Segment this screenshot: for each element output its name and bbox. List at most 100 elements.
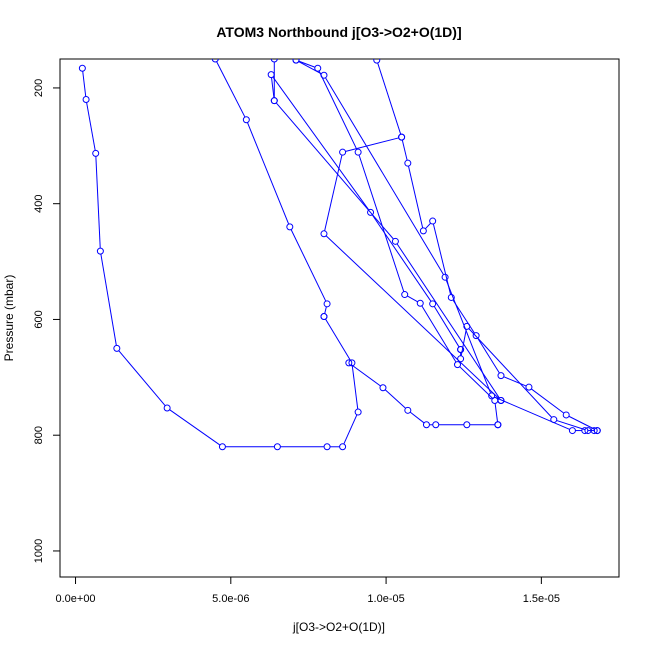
series-segment: [324, 155, 343, 231]
series-segment: [459, 366, 493, 399]
data-point: [267, 71, 275, 79]
x-tick-label: 1.5e-05: [523, 593, 560, 605]
data-point: [323, 300, 331, 308]
series-segment: [290, 229, 327, 302]
data-point: [497, 396, 505, 404]
series-segment: [425, 223, 431, 229]
series-4: [292, 59, 502, 429]
data-point: [463, 421, 471, 429]
series-segment: [494, 403, 498, 422]
data-point: [472, 332, 480, 340]
series-segment: [568, 415, 595, 430]
data-point: [404, 159, 412, 167]
data-point: [422, 421, 430, 429]
data-point: [96, 247, 104, 255]
x-tick-label: 1.0e-05: [367, 593, 404, 605]
data-point: [211, 59, 219, 63]
series-segment: [385, 389, 406, 409]
series-segment: [275, 102, 394, 240]
series-segment: [377, 63, 402, 135]
data-point: [401, 291, 409, 299]
series-segment: [95, 156, 101, 248]
series-segment: [325, 319, 351, 361]
data-point: [354, 148, 362, 156]
data-point: [92, 149, 100, 157]
series-7: [267, 59, 465, 354]
data-point: [320, 71, 328, 79]
data-point: [270, 59, 278, 63]
series-segment: [371, 214, 432, 302]
series-segment: [531, 388, 564, 414]
y-tick-label: 200: [33, 79, 45, 97]
series-segment: [325, 235, 500, 399]
data-point: [113, 344, 121, 352]
data-point: [391, 237, 399, 245]
series-10: [320, 133, 505, 404]
data-point: [429, 217, 437, 225]
x-axis-label: j[O3->O2+O(1D)]: [292, 620, 385, 634]
data-point: [273, 443, 281, 451]
series-segment: [503, 376, 527, 387]
data-point: [82, 96, 90, 104]
data-point: [463, 322, 471, 330]
series-1: [78, 64, 362, 451]
data-point: [494, 421, 502, 429]
x-axis: 0.0e+00 5.0e-06 1.0e-05 1.5e-05: [55, 576, 560, 605]
series-segment: [433, 306, 460, 348]
series-segment: [82, 71, 87, 97]
data-point: [292, 59, 300, 64]
series-segment: [216, 61, 246, 118]
series-segment: [494, 396, 570, 430]
data-point: [218, 443, 226, 451]
series-9: [270, 97, 505, 404]
series-segment: [408, 166, 424, 228]
data-point: [404, 406, 412, 414]
series-segment: [410, 411, 425, 424]
series-2: [211, 59, 331, 321]
data-point: [593, 427, 601, 435]
series-segment: [351, 365, 359, 409]
series-6: [373, 59, 601, 435]
series-segment: [358, 155, 405, 292]
series-segment: [345, 137, 399, 152]
series-segment: [169, 409, 221, 446]
data-point: [550, 416, 558, 424]
y-axis-label: Pressure (mbar): [2, 275, 16, 362]
data-point: [286, 223, 294, 231]
series-segment: [298, 61, 322, 75]
data-point: [454, 361, 462, 369]
data-point: [457, 346, 465, 354]
data-point: [339, 443, 347, 451]
data-point: [568, 427, 576, 435]
series-3: [345, 359, 502, 429]
data-point: [447, 293, 455, 301]
data-point: [323, 443, 331, 451]
series-segment: [452, 299, 475, 334]
y-tick-label: 400: [33, 195, 45, 213]
series-segment: [407, 295, 418, 303]
data-point: [320, 230, 328, 238]
series-8: [457, 322, 598, 435]
y-tick-label: 1000: [33, 539, 45, 563]
data-point: [270, 97, 278, 105]
series-segment: [477, 338, 500, 374]
data-point: [419, 227, 427, 235]
data-point: [429, 300, 437, 308]
data-point: [348, 359, 356, 367]
series-segment: [247, 122, 290, 225]
data-point: [354, 408, 362, 416]
data-point: [163, 404, 171, 412]
chart-title: ATOM3 Northbound j[O3->O2+O(1D)]: [216, 24, 461, 40]
y-tick-label: 800: [33, 426, 45, 444]
series-segment: [324, 306, 327, 314]
series-segment: [86, 102, 96, 151]
series-segment: [298, 60, 315, 68]
data-point: [345, 359, 353, 367]
data-point: [339, 148, 347, 156]
data-point: [562, 411, 570, 419]
series-segment: [325, 77, 444, 275]
series-segment: [100, 254, 117, 346]
data-point: [525, 383, 533, 391]
data-point: [590, 427, 598, 435]
